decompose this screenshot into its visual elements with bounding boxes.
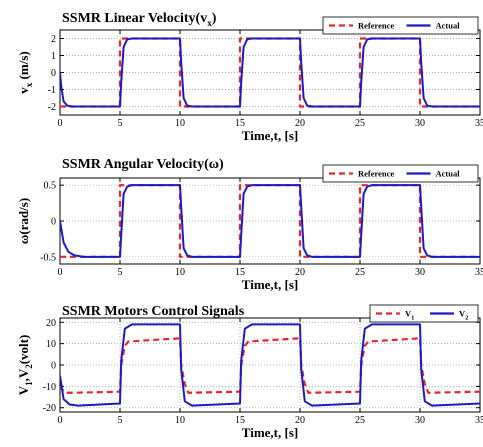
y-tick-label: 0 (51, 68, 56, 79)
chart-panel-3: 0 5 10 15 20 25 30 35 -20 -10 0 10 20 SSMR Motors Con… (16, 304, 483, 440)
x-tick-label: 25 (355, 118, 365, 129)
y-tick-label: 0 (51, 361, 56, 372)
x-tick-label: 30 (415, 267, 425, 278)
x-tick-label: 15 (235, 267, 245, 278)
x-tick-label: 5 (118, 415, 123, 426)
legend-box (322, 16, 479, 35)
y-tick-label: -0.5 (40, 252, 56, 263)
x-tick-label: 10 (175, 415, 185, 426)
legend-box (322, 164, 479, 183)
x-tick-label: 5 (118, 267, 123, 278)
x-tick-label: 0 (58, 415, 63, 426)
y-tick-label: 1 (51, 51, 56, 62)
y-axis-label: V1​,V2​(volt) (16, 335, 34, 396)
y-axis-label: vx (m/s) (16, 51, 34, 93)
x-tick-label: 20 (295, 415, 305, 426)
legend: V1 V2 (369, 304, 479, 323)
legend-label-2: Actual (436, 169, 461, 179)
legend-box (369, 304, 479, 323)
x-axis-label: Time,t, [s] (242, 425, 298, 440)
x-tick-label: 10 (175, 118, 185, 129)
y-tick-label: -20 (43, 403, 56, 414)
x-tick-label: 0 (58, 118, 63, 129)
y-tick-label: 0.5 (44, 181, 57, 192)
y-tick-label: -1 (48, 85, 56, 96)
x-tick-label: 35 (475, 267, 483, 278)
x-tick-label: 20 (295, 118, 305, 129)
series-line-2 (60, 37, 480, 108)
x-tick-label: 5 (118, 118, 123, 129)
x-tick-label: 25 (355, 267, 365, 278)
y-tick-label: -10 (43, 382, 56, 393)
legend-label-2: Actual (436, 21, 461, 31)
y-tick-label: -2 (48, 102, 56, 113)
x-tick-label: 30 (415, 118, 425, 129)
legend: Reference Actual (322, 16, 479, 35)
x-tick-label: 35 (475, 415, 483, 426)
legend-label-1: Reference (358, 169, 394, 179)
chart-title: SSMR Motors Control Signals (62, 304, 245, 319)
chart-panel-1: 0 5 10 15 20 25 30 35 -2 -1 0 1 2 SSMR Linear Velocit… (16, 11, 483, 143)
x-axis-label: Time,t, [s] (242, 128, 298, 143)
x-tick-label: 25 (355, 415, 365, 426)
y-tick-label: 2 (51, 34, 56, 45)
x-tick-label: 0 (58, 267, 63, 278)
chart-title: SSMR Linear Velocity(vx) (62, 11, 217, 28)
x-tick-label: 30 (415, 415, 425, 426)
chart-title: SSMR Angular Velocity(ω) (62, 157, 224, 172)
x-tick-label: 10 (175, 267, 185, 278)
x-axis-label: Time,t, [s] (242, 277, 298, 292)
x-tick-label: 35 (475, 118, 483, 129)
y-tick-label: 0 (51, 217, 56, 228)
y-tick-label: 10 (46, 339, 56, 350)
y-tick-label: 20 (46, 318, 56, 329)
legend-label-1: Reference (358, 21, 394, 31)
y-axis-label: ω(rad/s) (16, 198, 31, 244)
series-line-2 (60, 184, 480, 258)
legend-label-1: V1 (405, 309, 414, 322)
x-tick-label: 20 (295, 267, 305, 278)
series-line-2 (60, 323, 480, 407)
x-tick-label: 15 (235, 118, 245, 129)
legend-label-2: V2 (459, 309, 468, 322)
series-line-1 (60, 337, 480, 394)
legend: Reference Actual (322, 164, 479, 183)
x-tick-label: 15 (235, 415, 245, 426)
